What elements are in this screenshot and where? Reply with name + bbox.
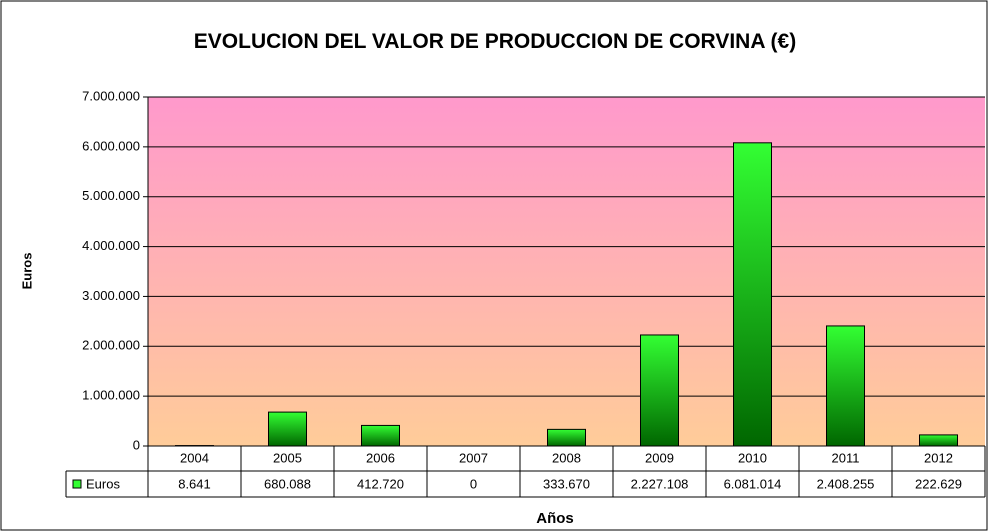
table-value: 6.081.014 (724, 476, 782, 491)
table-value: 680.088 (264, 476, 311, 491)
bar (826, 325, 865, 447)
legend-swatch (72, 479, 82, 489)
y-tick-label: 4.000.000 (82, 238, 140, 253)
table-value: 0 (470, 476, 477, 491)
x-axis-label: Años (536, 510, 574, 527)
bar (919, 434, 958, 447)
y-tick-label: 3.000.000 (82, 288, 140, 303)
y-tick-label: 0 (133, 437, 140, 452)
bar (268, 411, 307, 447)
y-axis-label: Euros (19, 253, 34, 290)
x-tick-label: 2005 (273, 450, 302, 465)
x-tick-label: 2011 (832, 450, 860, 465)
table-value: 222.629 (915, 476, 962, 491)
x-tick-label: 2012 (924, 450, 953, 465)
x-tick-label: 2009 (645, 450, 674, 465)
x-tick-label: 2008 (552, 450, 581, 465)
y-tick-label: 2.000.000 (82, 338, 140, 353)
bar (733, 142, 772, 447)
bar (640, 334, 679, 447)
table-value: 8.641 (178, 476, 211, 491)
x-tick-label: 2007 (459, 450, 488, 465)
x-tick-label: 2010 (738, 450, 767, 465)
bar (547, 428, 586, 447)
table-value: 2.227.108 (631, 476, 689, 491)
x-tick-label: 2004 (180, 450, 209, 465)
y-tick-label: 7.000.000 (82, 88, 140, 103)
table-value: 412.720 (357, 476, 404, 491)
legend-label: Euros (86, 476, 120, 491)
table-value: 333.670 (543, 476, 590, 491)
table-value: 2.408.255 (817, 476, 875, 491)
x-tick-label: 2006 (366, 450, 395, 465)
chart-title: EVOLUCION DEL VALOR DE PRODUCCION DE COR… (193, 30, 797, 53)
y-tick-label: 1.000.000 (82, 388, 140, 403)
bar (361, 424, 400, 447)
y-tick-label: 5.000.000 (82, 188, 140, 203)
y-tick-label: 6.000.000 (82, 138, 140, 153)
